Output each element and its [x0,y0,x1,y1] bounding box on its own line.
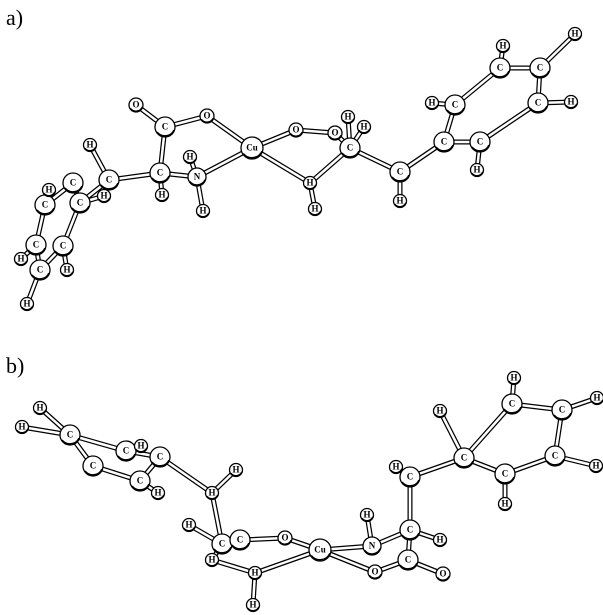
atom-label: H [45,185,52,195]
atom-label: H [396,196,403,206]
atom-label: H [392,462,399,472]
atom-label: C [162,122,169,132]
atom-label: C [537,63,544,73]
atom-label: C [70,178,77,188]
atom-label: H [251,568,258,578]
atom-label: H [360,122,367,132]
atom-label: C [407,472,414,482]
atom-label: H [185,520,192,530]
atom-label: C [461,453,468,463]
atom-label: C [559,405,566,415]
atom-label: H [436,406,443,416]
atom-label: O [292,125,299,135]
atom-label: H [36,403,43,413]
atom-label: C [67,430,74,440]
atom-label: O [331,128,338,138]
atom-label: H [186,152,193,162]
panel-label: a) [6,5,23,30]
atom-label: H [593,393,600,403]
atom-label: C [123,446,130,456]
atom-label: C [219,539,226,549]
atom-label: C [535,98,542,108]
atom-label: H [499,41,506,51]
atom-label: H [137,441,144,451]
atom-label: C [106,175,113,185]
atom-label: H [344,112,351,122]
atom-label: H [510,373,517,383]
atom-label: H [363,510,370,520]
atom-label: C [502,469,509,479]
atom-label: C [497,63,504,73]
atom-label: O [132,100,139,110]
atom-label: C [60,241,67,251]
panel-label: b) [6,353,24,378]
bond [464,404,512,458]
atom-label: H [17,254,24,264]
atom-label: H [567,97,574,107]
atom-label: C [452,100,459,110]
atom-label: H [501,499,508,509]
atom-label: H [208,488,215,498]
atom-label: O [203,111,210,121]
atom-label: C [405,555,412,565]
atom-label: H [428,98,435,108]
atom-label: Cu [246,143,258,153]
atom-label: C [509,399,516,409]
atom-label: H [473,165,480,175]
atom-label: H [154,488,161,498]
atom-label: C [77,198,84,208]
atom-label: C [33,240,40,250]
atoms: OCOCHHNHCuOOHHCHHCHCCHCHCHCHCHCCHCCCCCHH… [15,28,603,612]
atom-label: C [477,137,484,147]
atom-label: H [23,299,30,309]
atom-label: C [157,168,164,178]
atom-label: C [347,143,354,153]
figure: OCOCHHNHCuOOHHCHHCHCCHCHCHCHCHCCHCCCCCHH… [0,0,603,615]
atom-label: H [199,206,206,216]
atom-label: H [306,178,313,188]
atom-label: C [90,461,97,471]
atom-label: O [281,533,288,543]
atom-label: H [63,265,70,275]
atom-label: C [552,451,559,461]
atom-label: C [42,200,49,210]
atom-label: C [397,167,404,177]
atom-label: O [371,567,378,577]
atom-label: H [158,190,165,200]
atom-label: H [18,422,25,432]
atom-label: N [194,172,201,182]
atom-label: H [436,535,443,545]
atom-label: C [137,476,144,486]
atom-label: C [237,535,244,545]
atom-label: O [439,569,446,579]
bonds [21,34,597,605]
atom-label: H [208,555,215,565]
atom-label: H [571,29,578,39]
atom-label: C [37,265,44,275]
atom-label: C [157,452,164,462]
atom-label: H [86,140,93,150]
atom-label: N [369,541,376,551]
atom-label: H [592,461,599,471]
atom-label: H [232,465,239,475]
atom-label: Cu [314,545,326,555]
atom-label: C [441,137,448,147]
atom-label: H [311,204,318,214]
atom-label: C [407,525,414,535]
atom-label: H [249,600,256,610]
atom-label: H [100,191,107,201]
